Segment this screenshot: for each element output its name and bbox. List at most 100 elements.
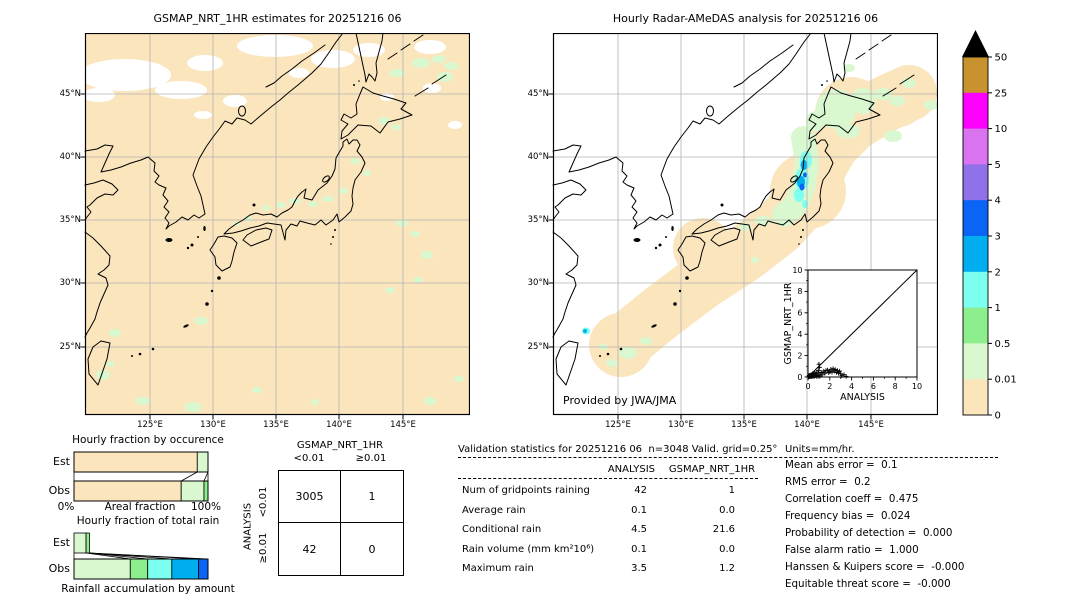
occurrence-est-label: Est	[53, 455, 70, 468]
right-map-title: Hourly Radar-AMeDAS analysis for 2025121…	[612, 12, 879, 25]
contingency-col-label-ge: ≥0.01	[355, 453, 387, 464]
lat-tick-label: 35°N	[59, 215, 81, 225]
score-line: Hanssen & Kuipers score = -0.000	[785, 561, 965, 573]
stat-row-label: Average rain	[462, 504, 526, 516]
occurrence-xlabel: Areal fraction	[104, 501, 176, 513]
lon-tick-label: 145°E	[390, 420, 416, 430]
lon-tick-label: 125°E	[137, 420, 163, 430]
svg-text:0.01: 0.01	[995, 375, 1017, 386]
occurrence-xtick-100: 100%	[190, 501, 222, 513]
contingency-col-divider	[340, 471, 341, 575]
svg-text:10: 10	[792, 266, 802, 275]
svg-text:1: 1	[995, 303, 1001, 314]
svg-text:0.5: 0.5	[995, 339, 1011, 350]
lon-tick-label: 135°E	[263, 420, 289, 430]
contingency-col-header: GSMAP_NRT_1HR	[296, 440, 384, 451]
contingency-row-header: ANALYSIS	[242, 502, 254, 551]
stat-gsmap-value: 1	[728, 485, 735, 496]
stat-analysis-value: 0.1	[631, 543, 647, 555]
svg-text:3: 3	[995, 232, 1001, 243]
svg-text:0: 0	[995, 411, 1001, 422]
divider-dashed-header	[458, 478, 758, 479]
stat-analysis-value: 4.5	[631, 524, 647, 535]
contingency-false-alarm: 1	[368, 490, 376, 503]
svg-text:8: 8	[893, 382, 898, 391]
rain-overlay	[79, 35, 464, 412]
svg-text:ANALYSIS: ANALYSIS	[840, 392, 885, 403]
svg-text:2: 2	[797, 351, 802, 360]
validation-title: Validation statistics for 20251216 06 n=…	[458, 444, 778, 455]
svg-text:10: 10	[912, 382, 922, 391]
svg-text:0: 0	[805, 382, 810, 391]
credit-text: Provided by JWA/JMA	[563, 394, 677, 407]
svg-text:GSMAP_NRT_1HR: GSMAP_NRT_1HR	[783, 282, 794, 364]
rain-overlay	[582, 64, 938, 377]
contingency-row-label-ge: ≥0.01	[258, 532, 269, 564]
contingency-hit-none: 3005	[295, 490, 324, 503]
gsmap-estimate-map	[79, 33, 470, 420]
lat-tick-label: 35°N	[527, 215, 549, 225]
svg-text:6: 6	[797, 309, 802, 318]
stat-row-label: Maximum rain	[462, 563, 534, 574]
stat-row-label: Rain volume (mm km²10⁶)	[462, 543, 595, 555]
stat-gsmap-value: 1.2	[719, 563, 735, 574]
divider-dashed-top	[458, 457, 998, 458]
svg-text:50: 50	[995, 53, 1008, 64]
occurrence-xtick-0: 0%	[57, 501, 75, 513]
score-line: RMS error = 0.2	[785, 476, 871, 488]
map-frame	[552, 33, 938, 416]
totalrain-xlabel: Rainfall accumulation by amount	[61, 583, 235, 595]
stats-col-gsmap: GSMAP_NRT_1HR	[668, 464, 756, 475]
svg-text:2: 2	[827, 382, 832, 391]
contingency-hit: 0	[368, 542, 376, 556]
contingency-miss: 42	[302, 542, 317, 556]
lat-tick-label: 45°N	[527, 89, 549, 99]
stat-row-label: Num of gridpoints raining	[462, 485, 590, 496]
lon-tick-label: 130°E	[668, 420, 694, 430]
score-line: Equitable threat score = -0.000	[785, 578, 951, 590]
lon-tick-label: 140°E	[794, 420, 820, 430]
stat-analysis-value: 3.5	[631, 563, 647, 574]
lat-tick-label: 30°N	[59, 278, 81, 288]
score-line: Mean abs error = 0.1	[785, 459, 898, 471]
contingency-row-label-lt: <0.01	[258, 486, 269, 518]
lon-tick-label: 135°E	[731, 420, 757, 430]
stat-analysis-value: 42	[634, 485, 647, 496]
svg-text:2: 2	[995, 267, 1001, 278]
stat-row-label: Conditional rain	[462, 524, 542, 535]
map-frame	[84, 33, 470, 416]
lon-tick-label: 125°E	[605, 420, 631, 430]
validation-units: Units=mm/hr.	[785, 444, 855, 455]
stat-analysis-value: 0.1	[631, 504, 647, 516]
svg-text:4: 4	[995, 196, 1001, 207]
svg-text:4: 4	[797, 330, 802, 339]
totalrain-chart-title: Hourly fraction of total rain	[76, 515, 220, 527]
scatter-inset: 0 2 4 6 8 10 0 2 4 6 8 10 ANALYSIS GSMAP_NRT_1HR	[783, 266, 922, 403]
score-line: Correlation coeff = 0.475	[785, 493, 919, 505]
stat-gsmap-value: 0.0	[719, 543, 735, 555]
occurrence-chart-title: Hourly fraction by occurence	[72, 434, 224, 446]
score-line: Probability of detection = 0.000	[785, 527, 953, 539]
left-map-title: GSMAP_NRT_1HR estimates for 20251216 06	[153, 12, 402, 25]
score-line: Frequency bias = 0.024	[785, 510, 911, 522]
svg-text:10: 10	[995, 124, 1008, 135]
svg-text:25: 25	[995, 88, 1008, 99]
totalrain-est-label: Est	[53, 536, 70, 549]
lat-tick-label: 30°N	[527, 278, 549, 288]
svg-text:0: 0	[797, 373, 802, 382]
overflow-arrow	[962, 30, 989, 57]
totalrain-obs-label: Obs	[48, 562, 70, 575]
fraction-bars	[73, 451, 209, 580]
precip-colorbar: 50 25 10 5 4 3 2 1 0.5 0.01 0	[962, 30, 1017, 422]
stat-gsmap-value: 21.6	[712, 524, 735, 535]
grid-lines	[80, 33, 470, 420]
stat-gsmap-value: 0.0	[719, 504, 735, 516]
lon-tick-label: 145°E	[858, 420, 884, 430]
occurrence-obs-label: Obs	[48, 484, 70, 497]
radar-amedas-map: 0 2 4 6 8 10 0 2 4 6 8 10 ANALYSIS GSMAP_NRT_1HR	[548, 33, 938, 420]
svg-text:6: 6	[871, 382, 876, 391]
lat-tick-label: 40°N	[527, 152, 549, 162]
lat-tick-label: 40°N	[59, 152, 81, 162]
lon-tick-label: 140°E	[326, 420, 352, 430]
